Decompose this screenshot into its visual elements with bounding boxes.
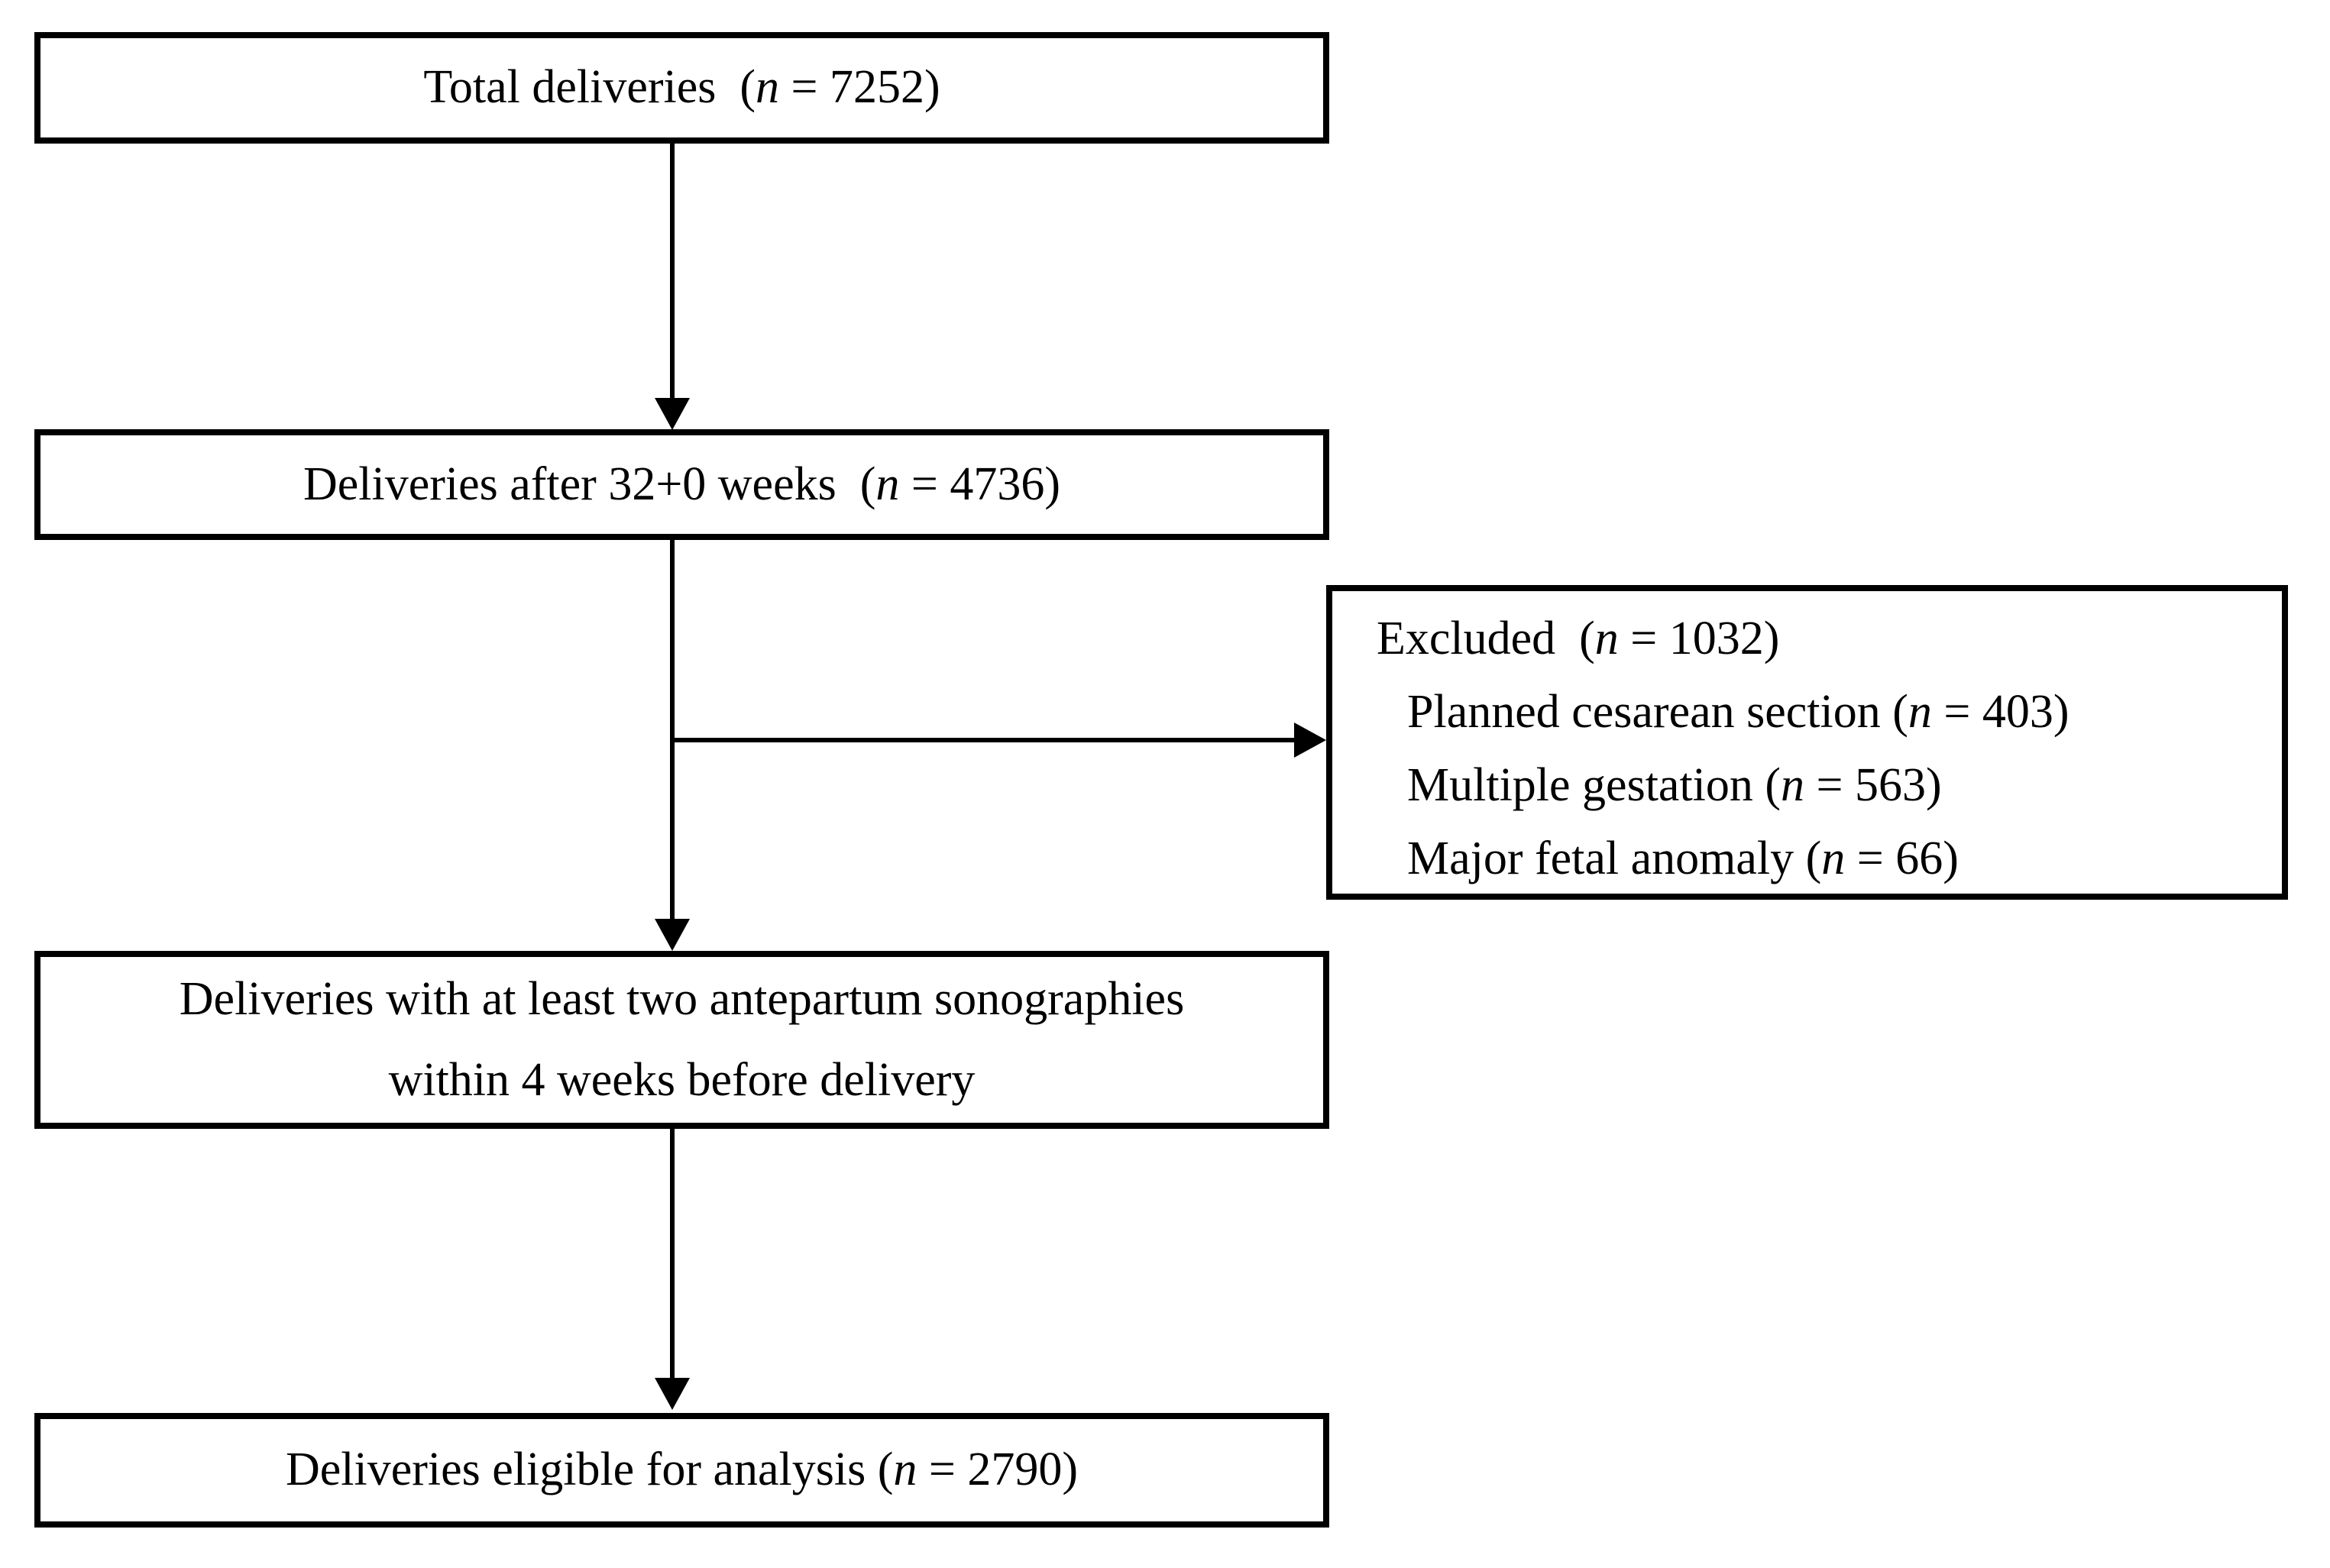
n-symbol: n xyxy=(875,457,900,510)
connector-sono-to-eligible xyxy=(670,1129,675,1379)
label-text: within 4 weeks before delivery xyxy=(388,1053,976,1106)
label-text: = 1032) xyxy=(1618,613,1780,664)
label-text: Deliveries after 32+0 weeks ( xyxy=(303,457,876,510)
label-text: Multiple gestation ( xyxy=(1407,759,1781,811)
excluded-item-major-fetal-anomaly: Major fetal anomaly (n = 66) xyxy=(1377,822,1959,895)
n-symbol: n xyxy=(1594,613,1619,664)
connector-after32-to-sono xyxy=(670,540,675,920)
n-symbol: n xyxy=(893,1444,917,1496)
excluded-title: Excluded (n = 1032) xyxy=(1377,602,1779,675)
label-text: Excluded ( xyxy=(1377,613,1595,664)
label-text: = 4736) xyxy=(899,457,1060,510)
label-text: Major fetal anomaly ( xyxy=(1407,832,1822,884)
box-deliveries-after-32-weeks-label: Deliveries after 32+0 weeks (n = 4736) xyxy=(303,445,1060,525)
connector-total-to-after32 xyxy=(670,144,675,399)
label-text: Total deliveries ( xyxy=(423,61,756,114)
n-symbol: n xyxy=(1781,759,1805,811)
box-deliveries-after-32-weeks: Deliveries after 32+0 weeks (n = 4736) xyxy=(34,429,1329,540)
arrow-down-icon xyxy=(655,919,690,951)
box-excluded: Excluded (n = 1032) Planned cesarean sec… xyxy=(1326,585,2288,900)
n-symbol: n xyxy=(756,61,780,114)
label-text: = 403) xyxy=(1931,686,2069,738)
label-text: Deliveries eligible for analysis ( xyxy=(285,1444,894,1496)
box-eligible-for-analysis-label: Deliveries eligible for analysis (n = 27… xyxy=(286,1430,1078,1510)
label-text: = 563) xyxy=(1804,759,1942,811)
arrow-down-icon xyxy=(655,1378,690,1410)
label-text: = 2790) xyxy=(917,1444,1079,1496)
arrow-down-icon xyxy=(655,398,690,430)
connector-branch-to-excluded xyxy=(670,738,1294,742)
box-total-deliveries: Total deliveries (n = 7252) xyxy=(34,32,1329,144)
box-sonographies-label: Deliveries with at least two antepartum … xyxy=(180,959,1184,1120)
box-eligible-for-analysis: Deliveries eligible for analysis (n = 27… xyxy=(34,1413,1329,1528)
excluded-item-planned-cesarean: Planned cesarean section (n = 403) xyxy=(1377,675,2069,748)
label-text: = 7252) xyxy=(779,61,940,114)
excluded-item-multiple-gestation: Multiple gestation (n = 563) xyxy=(1377,748,1942,822)
label-text: = 66) xyxy=(1845,832,1959,884)
label-text: Deliveries with at least two antepartum … xyxy=(179,973,1185,1026)
label-text: Planned cesarean section ( xyxy=(1407,686,1908,738)
box-sonographies: Deliveries with at least two antepartum … xyxy=(34,951,1329,1129)
n-symbol: n xyxy=(1908,686,1932,738)
n-symbol: n xyxy=(1821,832,1846,884)
arrow-right-icon xyxy=(1294,723,1326,758)
box-total-deliveries-label: Total deliveries (n = 7252) xyxy=(423,47,940,128)
